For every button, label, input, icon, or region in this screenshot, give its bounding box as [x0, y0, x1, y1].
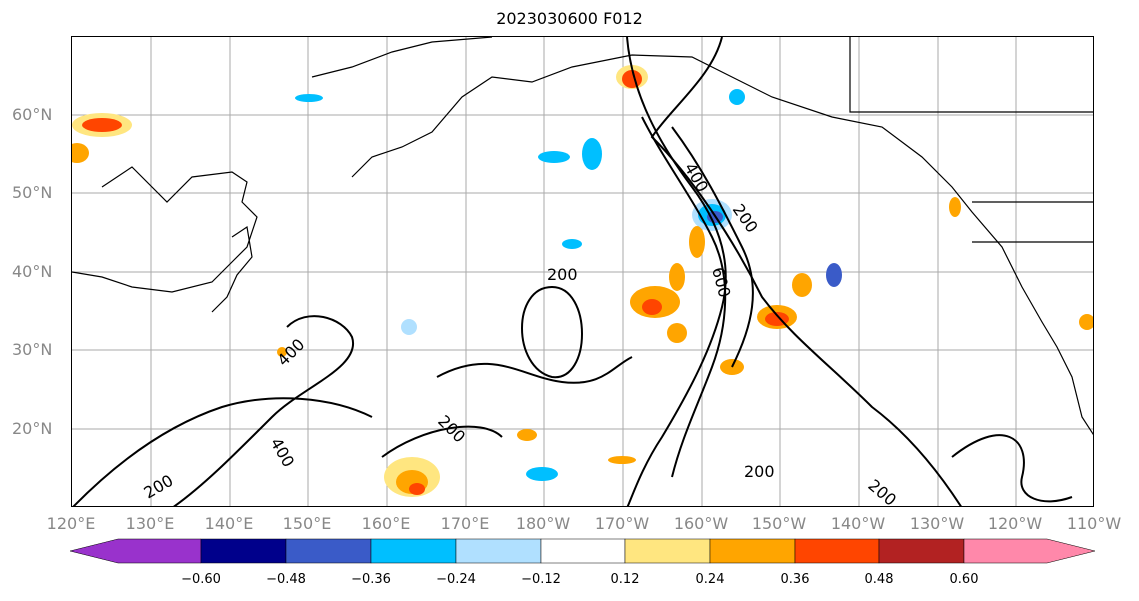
- lon-label: 130°W: [909, 514, 965, 533]
- lat-label-50n: 50°N: [12, 183, 53, 202]
- lon-label: 160°E: [361, 514, 411, 533]
- lon-label: 170°E: [440, 514, 490, 533]
- colorbar-tick-label: −0.12: [521, 572, 561, 587]
- contour-label: 400: [273, 335, 308, 370]
- lat-label-20n: 20°N: [12, 419, 53, 438]
- map-canvas: 200 400 600 200 400 200 400 200 200 200: [72, 37, 1093, 507]
- colorbar-segment: [370, 538, 457, 564]
- colorbar-tick-label: 0.12: [610, 572, 640, 587]
- colorbar: [70, 538, 1096, 564]
- colorbar-tick-label: −0.60: [181, 572, 221, 587]
- lat-label-40n: 40°N: [12, 262, 53, 281]
- colorbar-segment: [794, 538, 880, 564]
- lon-label: 180°W: [515, 514, 571, 533]
- colorbar-segment: [285, 538, 372, 564]
- colorbar-segment: [624, 538, 711, 564]
- colorbar-segment: [200, 538, 287, 564]
- contour-label: 600: [708, 265, 734, 299]
- lon-label: 120°W: [987, 514, 1043, 533]
- colorbar-segments: [70, 538, 1096, 564]
- lon-label: 140°W: [830, 514, 886, 533]
- lon-label: 160°W: [673, 514, 729, 533]
- map-panel: 200 400 600 200 400 200 400 200 200 200: [71, 36, 1094, 507]
- lon-label: 150°E: [282, 514, 332, 533]
- colorbar-extend-low: [70, 538, 202, 564]
- contour-label: 200: [864, 476, 900, 507]
- lon-label: 130°E: [125, 514, 175, 533]
- contour-label: 200: [434, 411, 469, 446]
- lon-label: 120°E: [46, 514, 96, 533]
- contour-label: 400: [267, 435, 299, 471]
- colorbar-segment: [540, 538, 626, 564]
- colorbar-tick-label: 0.36: [780, 572, 810, 587]
- colorbar-segment: [878, 538, 965, 564]
- lon-label: 150°W: [751, 514, 807, 533]
- contour-label: 200: [744, 462, 775, 481]
- lat-label-60n: 60°N: [12, 105, 53, 124]
- colorbar-segment: [709, 538, 796, 564]
- contour-label: 200: [141, 471, 177, 503]
- colorbar-tick-label: −0.36: [351, 572, 391, 587]
- lon-label: 140°E: [204, 514, 254, 533]
- colorbar-segment: [455, 538, 542, 564]
- colorbar-tick-label: 0.60: [949, 572, 979, 587]
- colorbar-tick-label: −0.24: [436, 572, 476, 587]
- coastlines: [72, 37, 1093, 436]
- shaded-patches: [72, 65, 1093, 497]
- lon-label: 170°W: [594, 514, 650, 533]
- map-title: 2023030600 F012: [496, 9, 643, 28]
- lat-label-30n: 30°N: [12, 340, 53, 359]
- graticule: [72, 37, 1093, 506]
- colorbar-tick-label: 0.24: [695, 572, 725, 587]
- contour-label-group: 200 400 600 200 400 200 400 200 200 200: [141, 160, 901, 507]
- colorbar-extend-high: [963, 538, 1096, 564]
- contour-label: 200: [547, 265, 578, 284]
- height-contours: [72, 37, 1073, 506]
- colorbar-tick-label: −0.48: [266, 572, 306, 587]
- colorbar-tick-label: 0.48: [864, 572, 894, 587]
- lon-label: 110°W: [1066, 514, 1122, 533]
